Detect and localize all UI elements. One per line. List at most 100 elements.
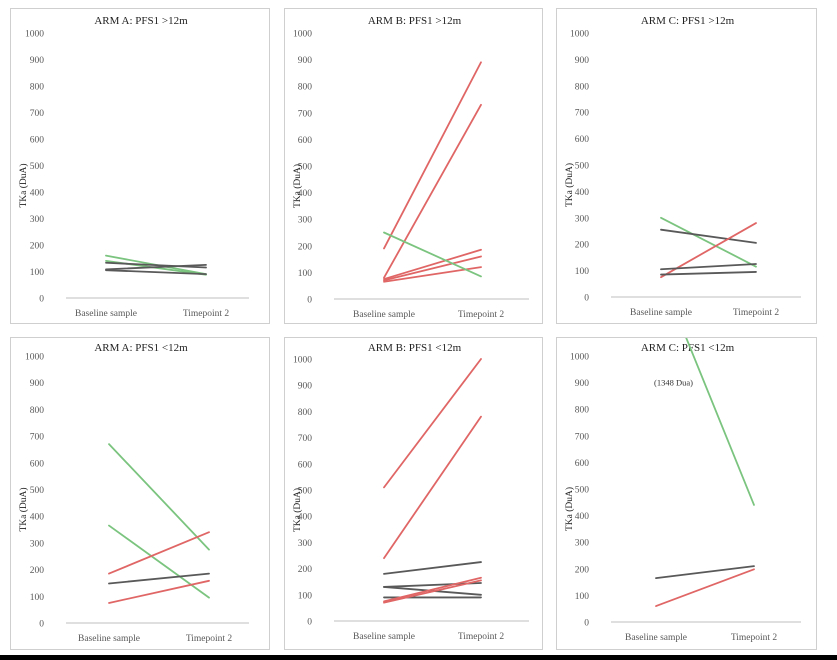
y-tick-label: 800 <box>575 82 590 92</box>
y-tick-label: 800 <box>575 406 590 416</box>
chart-svg: ARM C: PFS1 >12m 0 100 200 300 400 500 600 700 80… <box>564 15 801 318</box>
series-line <box>105 263 207 271</box>
y-tick-label: 200 <box>298 565 313 575</box>
chart-panel-2: ARM B: PFS1 >12m 0 100 200 300 400 500 600 700 80… <box>284 8 543 324</box>
chart-title: ARM C: PFS1 <12m <box>641 342 735 354</box>
series-line <box>383 248 482 280</box>
chart-title: ARM B: PFS1 <12m <box>368 342 462 354</box>
y-tick-label: 900 <box>298 56 313 66</box>
y-tick-label: 100 <box>575 592 590 602</box>
series-line <box>108 524 210 599</box>
series-line <box>383 415 482 560</box>
y-tick-label: 200 <box>575 241 590 251</box>
y-tick-label: 300 <box>298 216 313 226</box>
series-line <box>383 358 482 489</box>
series-line <box>660 263 757 271</box>
y-tick-label: 500 <box>30 486 45 496</box>
y-tick-label: 900 <box>30 56 45 66</box>
y-tick-label: 1000 <box>25 353 44 363</box>
y-tick-label: 900 <box>298 382 313 392</box>
chart-svg: ARM A: PFS1 <12m 0 100 200 300 400 500 600 700 80… <box>18 342 249 644</box>
y-tick-label: 100 <box>575 267 590 277</box>
chart-svg: ARM B: PFS1 <12m 0 100 200 300 400 500 600 700 80… <box>292 342 529 642</box>
y-tick-label: 700 <box>30 433 45 443</box>
x-category-label: Timepoint 2 <box>183 309 230 319</box>
series-line <box>108 572 210 585</box>
y-tick-label: 0 <box>39 295 44 305</box>
y-tick-label: 200 <box>298 242 313 252</box>
series-line <box>655 568 755 607</box>
y-tick-label: 400 <box>30 189 45 199</box>
y-tick-label: 900 <box>575 56 590 66</box>
series-line <box>383 576 482 603</box>
y-tick-label: 1000 <box>570 30 589 40</box>
y-tick-label: 400 <box>575 512 590 522</box>
chart-panel-5: ARM B: PFS1 <12m 0 100 200 300 400 500 600 700 80… <box>284 337 543 650</box>
x-category-label: Baseline sample <box>353 632 415 642</box>
y-tick-label: 800 <box>298 83 313 93</box>
x-category-label: Timepoint 2 <box>731 633 778 643</box>
y-tick-label: 300 <box>298 539 313 549</box>
y-tick-label: 300 <box>30 539 45 549</box>
y-tick-label: 100 <box>30 593 45 603</box>
series-line <box>383 255 482 282</box>
y-tick-label: 400 <box>298 513 313 523</box>
y-tick-label: 800 <box>30 83 45 93</box>
y-tick-label: 0 <box>307 618 312 628</box>
bottom-bar <box>0 655 837 660</box>
y-tick-label: 700 <box>298 434 313 444</box>
chart-panel-3: ARM C: PFS1 >12m 0 100 200 300 400 500 600 700 80… <box>556 8 817 324</box>
y-tick-label: 600 <box>298 460 313 470</box>
y-tick-label: 100 <box>298 269 313 279</box>
y-tick-label: 900 <box>575 379 590 389</box>
series-line <box>383 61 482 250</box>
y-axis-label: TKa (DuA) <box>564 163 575 207</box>
chart-title: ARM C: PFS1 >12m <box>641 15 735 27</box>
series-line <box>105 261 207 269</box>
x-category-label: Timepoint 2 <box>186 634 233 644</box>
y-tick-label: 300 <box>575 539 590 549</box>
y-tick-label: 600 <box>30 459 45 469</box>
series-line <box>105 269 207 276</box>
chart-panel-4: ARM A: PFS1 <12m 0 100 200 300 400 500 600 700 80… <box>10 337 270 650</box>
series-line <box>108 531 210 575</box>
series-line <box>383 231 482 278</box>
y-tick-label: 1000 <box>293 356 312 366</box>
y-tick-label: 600 <box>575 135 590 145</box>
y-tick-label: 600 <box>30 136 45 146</box>
series-line <box>383 103 482 279</box>
y-tick-label: 700 <box>575 109 590 119</box>
x-category-label: Baseline sample <box>78 634 140 644</box>
y-tick-label: 800 <box>298 408 313 418</box>
y-tick-label: 200 <box>30 566 45 576</box>
y-tick-label: 200 <box>30 242 45 252</box>
y-tick-label: 700 <box>575 432 590 442</box>
series-line <box>108 443 210 551</box>
y-tick-label: 500 <box>298 487 313 497</box>
y-axis-label: TKa (DuA) <box>564 487 575 531</box>
chart-title: ARM B: PFS1 >12m <box>368 15 462 27</box>
y-tick-label: 400 <box>30 513 45 523</box>
y-tick-label: 1000 <box>293 30 312 40</box>
y-axis-label: TKa (DuA) <box>18 487 29 531</box>
x-category-label: Timepoint 2 <box>458 632 505 642</box>
y-tick-label: 100 <box>298 591 313 601</box>
chart-title: ARM A: PFS1 <12m <box>94 342 188 354</box>
chart-title: ARM A: PFS1 >12m <box>94 15 188 27</box>
x-category-label: Timepoint 2 <box>458 310 505 320</box>
series-line <box>383 579 482 604</box>
y-axis-label: TKa (DuA) <box>292 488 303 532</box>
x-category-label: Baseline sample <box>630 308 692 318</box>
chart-panel-1: ARM A: PFS1 >12m 0 100 200 300 400 500 600 700 80… <box>10 8 270 324</box>
y-tick-label: 0 <box>307 296 312 306</box>
series-line <box>655 565 755 580</box>
x-category-label: Baseline sample <box>75 309 137 319</box>
chart-svg: ARM A: PFS1 >12m 0 100 200 300 400 500 600 700 80… <box>18 15 249 319</box>
x-category-label: Baseline sample <box>625 633 687 643</box>
y-tick-label: 0 <box>39 620 44 630</box>
y-tick-label: 800 <box>30 406 45 416</box>
y-tick-label: 200 <box>575 565 590 575</box>
y-tick-label: 900 <box>30 379 45 389</box>
y-tick-label: 400 <box>575 188 590 198</box>
y-tick-label: 500 <box>575 486 590 496</box>
